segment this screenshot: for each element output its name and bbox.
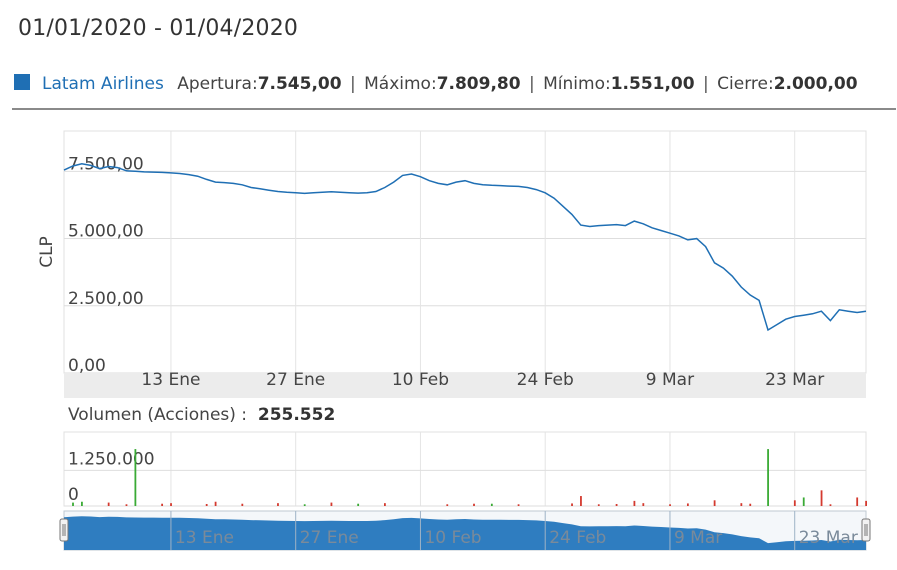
navigator-label: 23 Mar [799, 528, 858, 548]
volume-bar[interactable] [686, 503, 689, 506]
series-legend-marker [14, 74, 30, 90]
volume-bar[interactable] [713, 500, 716, 506]
header-divider [12, 108, 896, 110]
volume-bar[interactable] [81, 501, 83, 506]
volume-bar[interactable] [446, 504, 449, 506]
date-range-title: 01/01/2020 - 01/04/2020 [18, 16, 299, 41]
volume-bar[interactable] [749, 503, 752, 506]
volume-bar[interactable] [214, 501, 217, 506]
navigator-area [64, 516, 866, 550]
x-axis-band [64, 373, 866, 398]
company-name[interactable]: Latam Airlines [42, 74, 164, 94]
x-tick-label: 23 Mar [765, 370, 824, 390]
quote-summary: Latam Airlines Apertura:7.545,00 | Máxim… [14, 74, 858, 94]
navigator-label: 24 Feb [549, 528, 606, 548]
y-tick-label: 2.500,00 [68, 289, 144, 309]
open-label: Apertura: [177, 74, 258, 94]
high-label: Máximo: [364, 74, 437, 94]
y-tick-label: 0,00 [68, 356, 106, 376]
volume-bar[interactable] [597, 504, 600, 506]
x-tick-label: 24 Feb [517, 370, 574, 390]
volume-bar[interactable] [802, 497, 805, 506]
close-value: 2.000,00 [773, 74, 858, 94]
volume-plot-area [63, 431, 867, 507]
volume-bar[interactable] [740, 503, 743, 506]
x-tick-label: 9 Mar [646, 370, 694, 390]
volume-bar[interactable] [241, 503, 244, 506]
x-tick-label: 13 Ene [141, 370, 200, 390]
volume-bar[interactable] [669, 504, 671, 506]
volume-bar[interactable] [856, 497, 859, 506]
navigator-label: 9 Mar [674, 528, 722, 548]
volume-bar[interactable] [170, 503, 172, 506]
low-value: 1.551,00 [610, 74, 695, 94]
volume-bar[interactable] [829, 504, 832, 506]
volume-bar[interactable] [277, 503, 279, 506]
open-value: 7.545,00 [257, 74, 342, 94]
x-tick-label: 27 Ene [266, 370, 325, 390]
volume-bar[interactable] [820, 490, 823, 506]
y-axis-label: CLP [37, 236, 57, 268]
volume-bar[interactable] [793, 500, 796, 506]
volume-bar[interactable] [161, 503, 164, 506]
volume-bar[interactable] [357, 503, 360, 506]
volume-y-tick-label: 0 [68, 485, 79, 505]
y-tick-label: 5.000,00 [68, 222, 144, 242]
volume-bar[interactable] [633, 500, 636, 506]
volume-bar[interactable] [205, 504, 208, 506]
volume-bar[interactable] [134, 449, 137, 506]
price-line[interactable] [63, 163, 867, 332]
navigator-label: 13 Ene [175, 528, 234, 548]
volume-bar[interactable] [642, 503, 645, 506]
separator: | [528, 74, 535, 94]
navigator-left-handle[interactable] [59, 518, 69, 542]
volume-bar[interactable] [125, 504, 128, 506]
volume-bar[interactable] [490, 503, 493, 506]
volume-label: Volumen (Acciones) : [68, 405, 248, 425]
y-tick-label: 7.500,00 [68, 154, 144, 174]
volume-summary: Volumen (Acciones) : 255.552 [68, 405, 335, 425]
volume-value: 255.552 [257, 405, 336, 425]
navigator-label: 10 Feb [424, 528, 481, 548]
volume-bar[interactable] [473, 503, 475, 506]
low-label: Mínimo: [543, 74, 611, 94]
volume-bar[interactable] [865, 500, 867, 506]
separator: | [703, 74, 709, 94]
close-label: Cierre: [717, 74, 774, 94]
volume-bar[interactable] [107, 502, 110, 506]
separator: | [349, 74, 356, 94]
price-plot-area [63, 130, 867, 374]
volume-bar[interactable] [384, 503, 386, 506]
volume-bar[interactable] [580, 496, 582, 506]
high-value: 7.809,80 [436, 74, 521, 94]
volume-bar[interactable] [615, 504, 618, 506]
volume-bar[interactable] [767, 449, 769, 506]
navigator-label: 27 Ene [300, 528, 359, 548]
volume-bar[interactable] [571, 503, 573, 506]
x-tick-label: 10 Feb [392, 370, 449, 390]
volume-bar[interactable] [330, 502, 333, 506]
volume-bar[interactable] [72, 502, 74, 506]
volume-bar[interactable] [517, 504, 520, 506]
volume-bar[interactable] [303, 504, 306, 506]
navigator-right-handle[interactable] [861, 518, 871, 542]
volume-y-tick-label: 1.250.000 [68, 449, 155, 469]
